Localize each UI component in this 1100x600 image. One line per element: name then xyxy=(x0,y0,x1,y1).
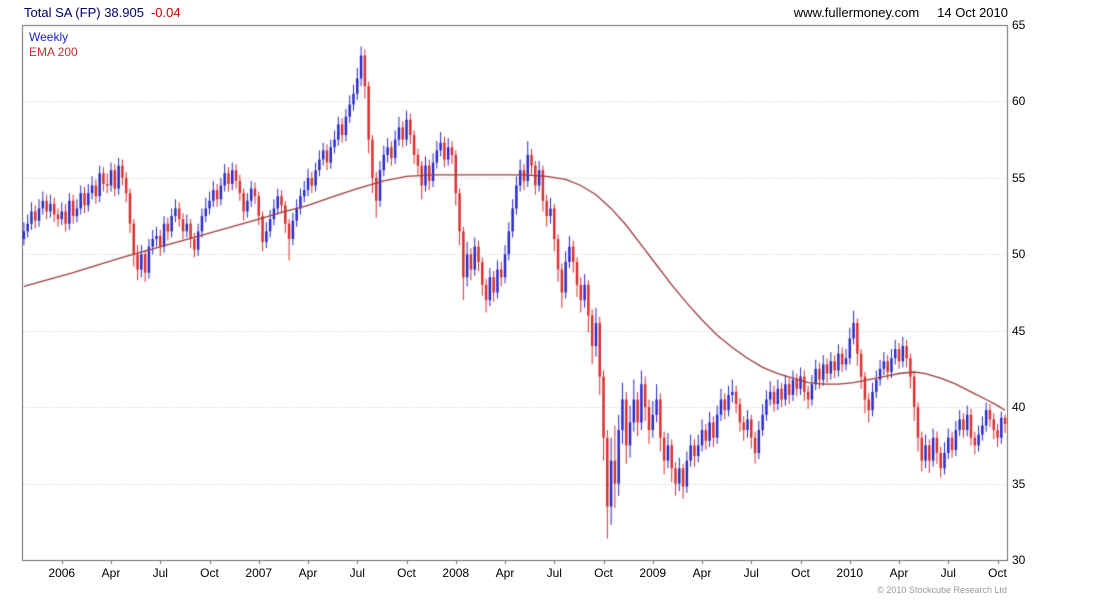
chart-legend: Weekly EMA 200 xyxy=(29,30,78,60)
legend-weekly-label: Weekly xyxy=(29,30,69,44)
instrument-header: Total SA (FP) 38.905 -0.04 xyxy=(24,5,181,20)
fullermoney-link[interactable]: www.fullermoney.com xyxy=(793,5,920,20)
chart-date: 14 Oct 2010 xyxy=(937,5,1008,20)
header-right: www.fullermoney.com 14 Oct 2010 xyxy=(794,5,1008,20)
chart-header: Total SA (FP) 38.905 -0.04 www.fullermon… xyxy=(24,5,1008,20)
price-change: -0.04 xyxy=(150,5,181,20)
legend-ema-label: EMA 200 xyxy=(29,45,78,59)
copyright-notice: © 2010 Stockcube Research Ltd xyxy=(877,585,1007,595)
instrument-title: Total SA (FP) 38.905 xyxy=(24,5,144,20)
